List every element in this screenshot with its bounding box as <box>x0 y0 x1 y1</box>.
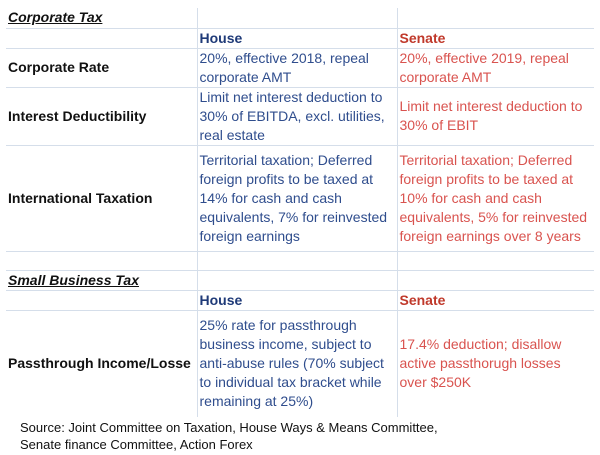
senate-cell: Limit net interest deduction to 30% of EB… <box>396 86 594 145</box>
row-label: Interest Deductibility <box>6 86 197 145</box>
house-header: House <box>199 29 243 46</box>
table-row: Interest Deductibility Limit net interes… <box>6 86 594 145</box>
row-label: Corporate Rate <box>6 47 197 87</box>
header-row: House Senate <box>6 27 594 48</box>
header-row: House Senate <box>6 289 594 310</box>
house-cell: Territorial taxation; Deferred foreign pr… <box>196 144 397 251</box>
house-cell: 25% rate for passthrough business income,… <box>196 309 397 417</box>
spacer-row <box>6 250 594 270</box>
section-title-row: Small Business Tax <box>6 269 594 290</box>
section-title-row: Corporate Tax <box>6 8 594 28</box>
table-row: Passthrough Income/Losse 25% rate for pa… <box>6 309 594 417</box>
row-label: Passthrough Income/Losse <box>6 309 197 417</box>
row-label: International Taxation <box>6 144 197 251</box>
house-cell: Limit net interest deduction to 30% of EB… <box>196 86 397 145</box>
senate-cell: Territorial taxation; Deferred foreign pr… <box>396 144 594 251</box>
table-row: International Taxation Territorial taxat… <box>6 144 594 251</box>
senate-header: Senate <box>399 29 446 46</box>
section-title-corporate: Corporate Tax <box>8 9 103 26</box>
section-title-small-business: Small Business Tax <box>8 271 139 288</box>
senate-cell: 20%, effective 2019, repeal corporate AMT <box>396 47 594 87</box>
tax-comparison-table: Corporate Tax House Senate Corporate Rat… <box>6 8 594 417</box>
senate-cell: 17.4% deduction; disallow active passthor… <box>396 309 594 417</box>
house-cell: 20%, effective 2018, repeal corporate AMT <box>196 47 397 87</box>
table-row: Corporate Rate 20%, effective 2018, repe… <box>6 47 594 87</box>
senate-header: Senate <box>399 291 446 308</box>
source-note: Source: Joint Committee on Taxation, Hou… <box>20 420 438 452</box>
house-header: House <box>199 291 243 308</box>
